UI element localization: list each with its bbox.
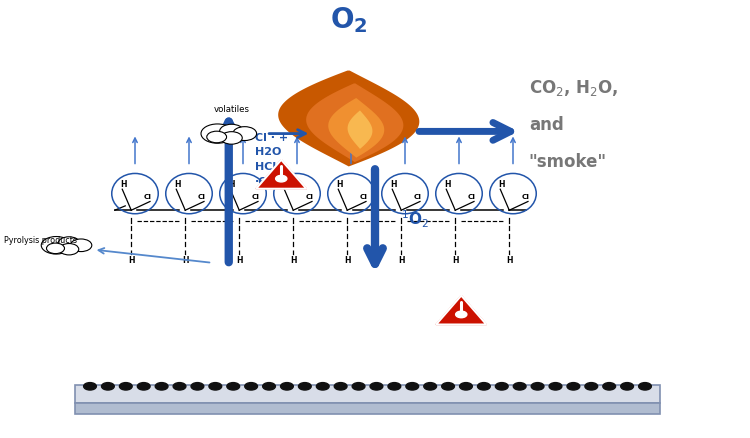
Text: $\mathbf{O_2}$: $\mathbf{O_2}$ [330,5,368,35]
Polygon shape [256,160,307,189]
Circle shape [424,383,436,390]
Circle shape [334,383,347,390]
Circle shape [155,383,168,390]
Circle shape [58,237,80,249]
Circle shape [370,383,382,390]
Text: H: H [445,180,451,189]
Circle shape [621,383,634,390]
FancyBboxPatch shape [75,403,660,414]
Text: H: H [391,180,397,189]
Circle shape [70,239,92,251]
Text: Cl: Cl [252,194,260,200]
Circle shape [84,383,96,390]
Circle shape [220,132,242,144]
Text: H: H [452,256,458,265]
Text: $^1$O$_2$: $^1$O$_2$ [401,208,430,230]
Text: H: H [236,256,242,265]
Circle shape [262,383,275,390]
Circle shape [460,383,472,390]
Circle shape [638,383,651,390]
Circle shape [220,124,244,138]
Text: H: H [344,256,350,265]
Text: H: H [229,180,235,189]
Circle shape [201,124,234,143]
Circle shape [496,383,508,390]
Circle shape [567,383,580,390]
Circle shape [298,383,311,390]
Circle shape [173,383,186,390]
Circle shape [226,383,239,390]
Text: CO$_2$, H$_2$O,: CO$_2$, H$_2$O, [529,78,618,98]
Circle shape [352,383,365,390]
Text: Cl: Cl [144,194,152,200]
Circle shape [244,383,257,390]
Text: volatiles: volatiles [214,105,250,114]
Circle shape [232,127,256,141]
Circle shape [137,383,150,390]
FancyBboxPatch shape [75,385,660,403]
Circle shape [549,383,562,390]
Circle shape [442,383,454,390]
Circle shape [388,383,400,390]
Text: and: and [529,116,563,134]
Circle shape [276,175,286,182]
Circle shape [46,243,64,254]
Text: H: H [283,180,289,189]
Polygon shape [347,110,373,149]
Polygon shape [328,98,384,158]
Polygon shape [306,84,404,162]
Circle shape [478,383,490,390]
Circle shape [191,383,204,390]
Text: Pyrolysis products: Pyrolysis products [4,237,76,245]
Circle shape [41,237,71,254]
Circle shape [119,383,132,390]
Text: H: H [121,180,127,189]
Circle shape [209,383,222,390]
Circle shape [207,131,226,143]
Text: H: H [499,180,505,189]
Circle shape [456,311,466,318]
Circle shape [316,383,329,390]
Circle shape [59,244,79,255]
Text: Cl: Cl [360,194,368,200]
Text: Cl: Cl [198,194,206,200]
Circle shape [280,383,293,390]
Text: "smoke": "smoke" [529,153,607,171]
Circle shape [585,383,598,390]
Text: H: H [128,256,134,265]
Text: Cl: Cl [306,194,314,200]
Text: H: H [175,180,181,189]
Text: Cl: Cl [468,194,476,200]
Text: H: H [182,256,188,265]
Text: H: H [290,256,296,265]
Text: Cl: Cl [414,194,422,200]
Polygon shape [278,71,419,166]
Text: H: H [337,180,343,189]
Text: H: H [506,256,512,265]
Circle shape [406,383,418,390]
Circle shape [603,383,616,390]
Polygon shape [436,296,487,325]
Text: H: H [398,256,404,265]
Circle shape [531,383,544,390]
Text: Cl: Cl [522,194,530,200]
Text: Cl · +
H2O
HCl
·OH: Cl · + H2O HCl ·OH [255,133,288,187]
Circle shape [101,383,114,390]
Circle shape [513,383,526,390]
